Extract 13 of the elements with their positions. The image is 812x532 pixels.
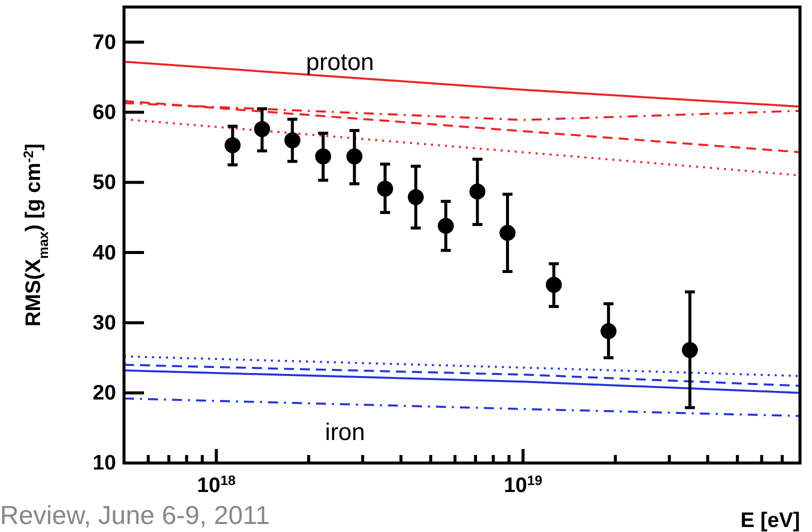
y-tick-label: 30 xyxy=(92,311,116,334)
x-tick-label: 10$^{18}$ xyxy=(197,472,236,497)
x-tick-label: 10$^{19}$ xyxy=(504,472,543,497)
y-tick-label: 60 xyxy=(92,100,116,124)
y-tick-label: 70 xyxy=(92,30,116,54)
y-tick-label: 50 xyxy=(92,171,116,194)
x-axis-title: E [eV] xyxy=(740,509,800,532)
y-tick-label: 10 xyxy=(92,452,116,475)
annotation: iron xyxy=(324,419,366,446)
annotation: proton xyxy=(306,49,374,76)
text: Review, June 6-9, 2011 xyxy=(0,500,270,530)
y-tick-label: 20 xyxy=(92,382,116,405)
y-tick-label: 40 xyxy=(92,241,116,264)
